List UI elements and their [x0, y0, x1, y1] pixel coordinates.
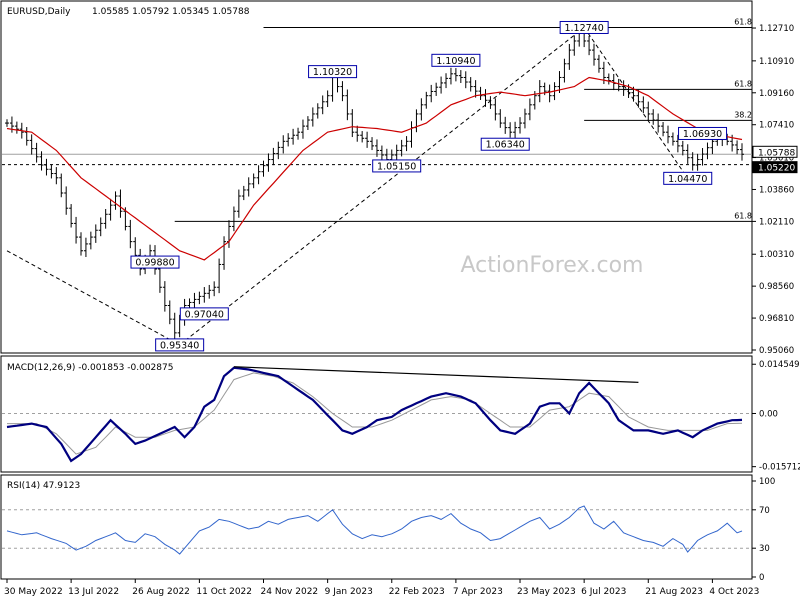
fib-line-label: 61.8 [734, 211, 752, 220]
level-label: 0.99880 [135, 258, 174, 269]
x-tick-label: 4 Oct 2023 [709, 587, 759, 597]
macd-y-tick-label: 0.014549 [759, 360, 800, 370]
chart-symbol: EURUSD,Daily [7, 7, 71, 17]
current-price-tag-box [752, 145, 798, 158]
rsi-y-tick-label: 70 [759, 506, 770, 516]
macd-signal-line [7, 372, 743, 455]
level-label-box [130, 255, 180, 269]
level-label-box [678, 126, 728, 140]
level-label: 0.95340 [160, 340, 199, 351]
trend-line [179, 27, 585, 346]
price-y-tick-label: 0.96810 [759, 314, 794, 324]
price-y-tick-label: 1.07410 [759, 121, 794, 131]
current-price-tag-box [752, 161, 798, 174]
price-y-tick-label: 0.95060 [759, 346, 794, 356]
macd-divergence-line [233, 366, 639, 383]
level-label: 1.06340 [486, 140, 525, 151]
price-y-tick-label: 1.03860 [759, 185, 794, 195]
axis-layer: 1.12710 1.10910 1.09160 1.07410 1.05610 1.038… [4, 24, 800, 597]
x-tick-label: 26 Aug 2022 [132, 587, 190, 597]
macd-panel-frame [0, 355, 753, 473]
current-price-tag: 1.05788 [758, 148, 795, 158]
rsi-panel-frame [0, 474, 753, 580]
macd-layer [2, 366, 752, 463]
price-layer: 61.8 61.8 38.2 61.8 1.12740 1.10940 1.10320 1.0… [2, 17, 752, 352]
level-label-box [663, 171, 713, 185]
moving-average-line [6, 76, 743, 261]
price-y-tick-label: 1.09160 [759, 89, 794, 99]
macd-line [6, 366, 743, 463]
level-label: 1.10940 [436, 56, 475, 67]
rsi-line [6, 505, 743, 555]
level-label-box [431, 53, 481, 67]
price-y-tick-label: 0.98560 [759, 282, 794, 292]
level-label-box [480, 137, 530, 151]
fib-line-label: 61.8 [734, 79, 752, 88]
x-tick-label: 13 Jul 2022 [68, 587, 119, 597]
level-label-box [372, 159, 422, 173]
rsi-y-tick-label: 30 [759, 544, 770, 554]
level-label-box [155, 338, 205, 352]
level-label: 1.04470 [668, 174, 707, 185]
x-tick-label: 11 Oct 2022 [196, 587, 252, 597]
x-tick-label: 21 Aug 2023 [645, 587, 703, 597]
level-label: 1.06930 [683, 129, 722, 140]
price-panel-frame [0, 0, 753, 354]
price-y-tick-label: 1.10910 [759, 57, 794, 67]
x-tick-label: 24 Nov 2022 [261, 587, 319, 597]
price-y-tick-label: 1.00310 [759, 250, 794, 260]
x-tick-label: 6 Jul 2023 [581, 587, 626, 597]
price-y-tick-label: 1.02110 [759, 217, 794, 227]
chart-ohlc: 1.05585 1.05792 1.05345 1.05788 [92, 7, 250, 17]
price-y-tick-label: 1.05610 [759, 154, 794, 164]
x-tick-label: 22 Feb 2023 [389, 587, 445, 597]
trend-line [583, 27, 689, 179]
rsi-y-tick-label: 0 [759, 573, 764, 583]
rsi-title: RSI(14) 47.9123 [7, 481, 80, 491]
price-y-tick-label: 1.12710 [759, 24, 794, 34]
level-label: 0.97040 [185, 309, 224, 320]
x-tick-label: 7 Apr 2023 [453, 587, 503, 597]
rsi-y-tick-label: 100 [759, 477, 775, 487]
x-tick-label: 23 May 2023 [517, 587, 576, 597]
fib-line-label: 61.8 [734, 17, 752, 26]
watermark: ActionForex.com [461, 253, 644, 278]
fib-line-label: 38.2 [734, 110, 752, 119]
macd-title: MACD(12,26,9) -0.001853 -0.002875 [7, 363, 173, 373]
level-label: 1.10320 [313, 67, 352, 78]
rsi-layer [2, 505, 752, 555]
level-label-box [179, 307, 229, 321]
level-label: 1.12740 [564, 23, 603, 34]
x-tick-label: 30 May 2022 [4, 587, 63, 597]
current-price-tag: 1.05220 [758, 164, 795, 174]
macd-y-tick-label: -0.015712 [759, 463, 800, 473]
level-label-box [308, 65, 358, 79]
macd-y-tick-label: 0.00 [759, 409, 778, 419]
level-label: 1.05150 [377, 161, 416, 172]
trend-line [6, 250, 180, 346]
level-label-box [559, 20, 609, 34]
x-tick-label: 9 Jan 2023 [325, 587, 373, 597]
